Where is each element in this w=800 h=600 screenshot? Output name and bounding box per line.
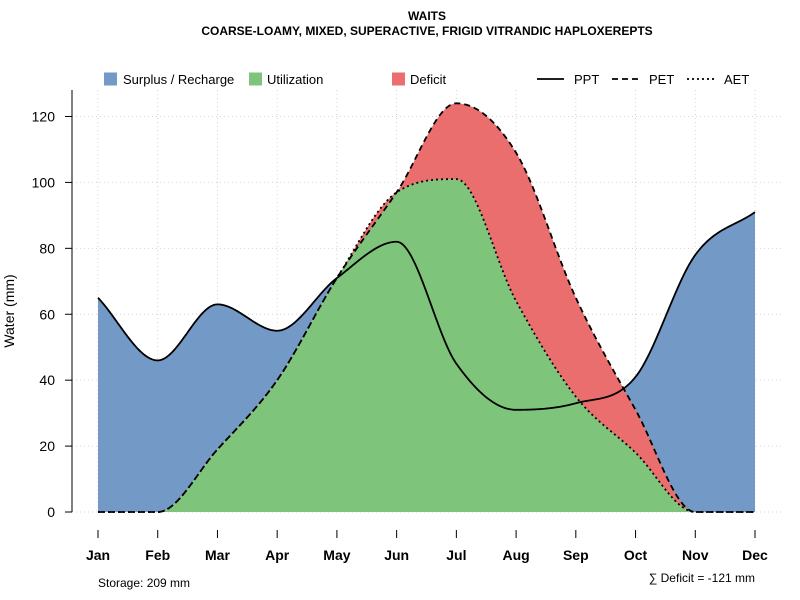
y-tick-label-20: 20: [39, 438, 55, 454]
utilization-area: [98, 179, 755, 512]
legend-swatch-deficit: [392, 72, 405, 86]
x-tick-label-sep: Sep: [563, 547, 589, 563]
chart-title: WAITS: [408, 9, 446, 23]
x-tick-label-nov: Nov: [682, 547, 709, 563]
y-tick-label-120: 120: [32, 109, 56, 125]
surplus-recharge-area: [98, 212, 755, 512]
area-fills: [98, 103, 755, 512]
legend-label-pet: PET: [649, 72, 674, 87]
legend: Surplus / Recharge Utilization Deficit PPT P…: [104, 72, 749, 87]
y-tick-label-80: 80: [39, 240, 55, 256]
x-tick-label-feb: Feb: [145, 547, 170, 563]
x-tick-label-jul: Jul: [446, 547, 466, 563]
storage-footnote: Storage: 209 mm: [98, 576, 190, 590]
y-tick-label-40: 40: [39, 372, 55, 388]
x-tick-label-mar: Mar: [205, 547, 230, 563]
y-tick-label-0: 0: [47, 504, 55, 520]
y-tick-label-60: 60: [39, 306, 55, 322]
y-axis-ticks: 0 20 40 60 80 100 120: [32, 109, 72, 520]
series-line-pet: [98, 102, 755, 513]
x-tick-label-aug: Aug: [502, 547, 529, 563]
x-tick-label-apr: Apr: [265, 547, 290, 563]
deficit-footnote: ∑ Deficit = -121 mm: [649, 571, 755, 585]
series-lines: [97, 102, 756, 513]
chart-subtitle: COARSE-LOAMY, MIXED, SUPERACTIVE, FRIGID…: [201, 24, 652, 38]
series-line-ppt: [97, 211, 756, 411]
x-tick-label-dec: Dec: [742, 547, 768, 563]
legend-swatch-surplus-recharge: [104, 72, 117, 86]
y-axis-label: Water (mm): [1, 274, 17, 347]
legend-label-surplus-recharge: Surplus / Recharge: [123, 72, 234, 87]
x-tick-label-jan: Jan: [86, 547, 110, 563]
x-tick-label-oct: Oct: [624, 547, 648, 563]
legend-label-deficit: Deficit: [410, 72, 447, 87]
legend-swatch-utilization: [249, 72, 262, 86]
series-line-aet: [98, 178, 755, 513]
deficit-area: [98, 103, 755, 512]
y-tick-label-100: 100: [32, 174, 56, 190]
legend-label-aet: AET: [724, 72, 749, 87]
x-tick-label-jun: Jun: [384, 547, 409, 563]
legend-label-utilization: Utilization: [267, 72, 323, 87]
x-tick-label-may: May: [323, 547, 350, 563]
legend-label-ppt: PPT: [574, 72, 599, 87]
x-axis-ticks: Jan Feb Mar Apr May Jun Jul Aug Sep Oct Nov Dec: [86, 530, 768, 563]
